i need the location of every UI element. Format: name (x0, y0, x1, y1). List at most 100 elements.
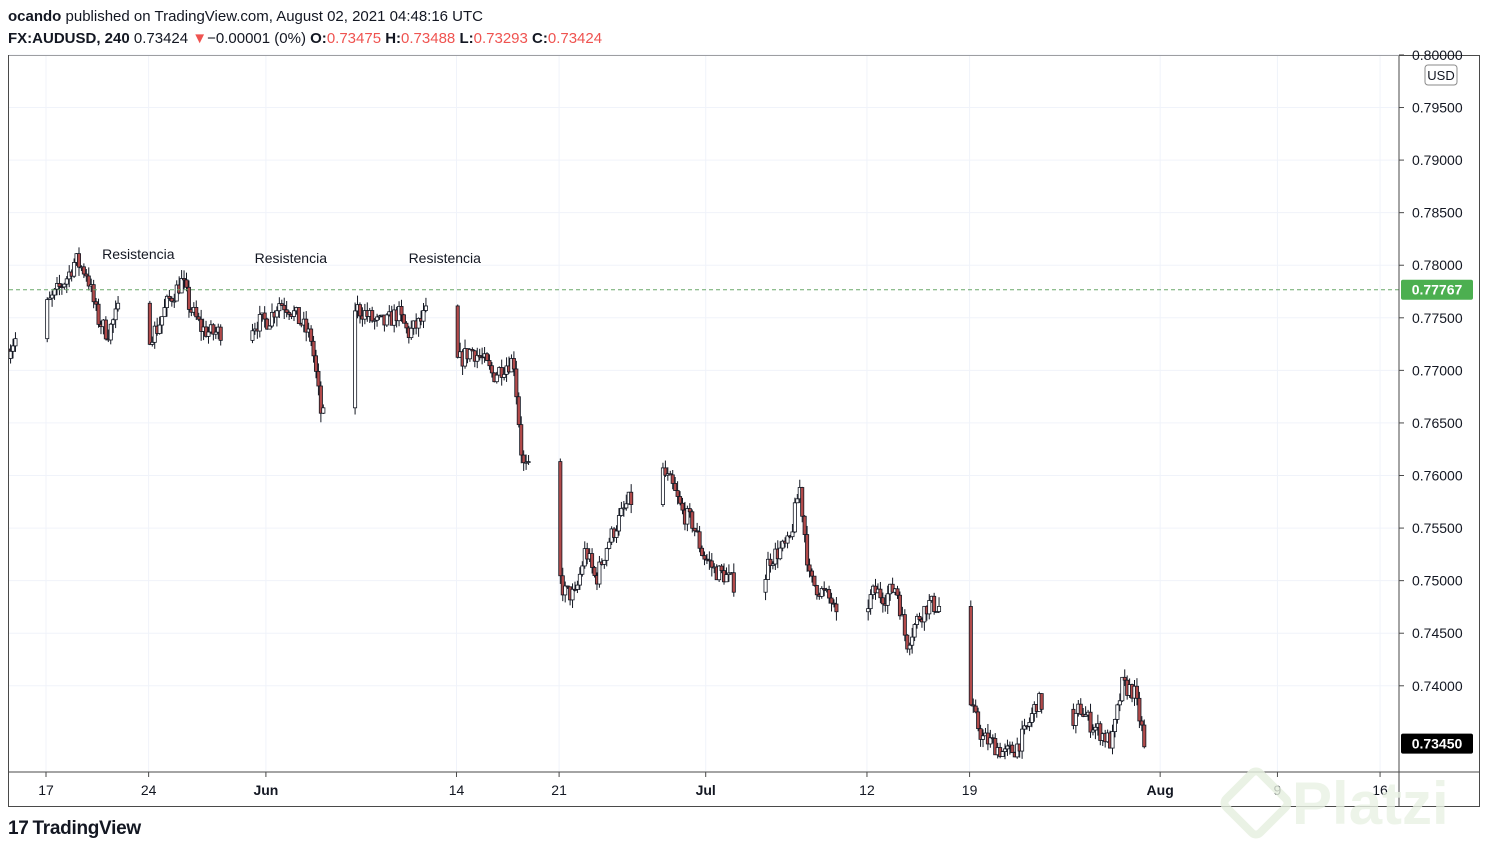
resistance-annotation[interactable]: Resistencia (102, 246, 175, 262)
candle-up (111, 319, 116, 325)
candle-down (519, 424, 524, 456)
candle-down (690, 511, 695, 529)
candle-down (218, 326, 223, 341)
candle-up (47, 297, 52, 300)
publish-line: ocando published on TradingView.com, Aug… (8, 6, 602, 28)
price-tick-label: 0.79000 (1412, 152, 1463, 168)
candle-up (291, 310, 296, 317)
candle-down (812, 575, 817, 586)
candle-up (575, 584, 580, 590)
candle-up (1003, 748, 1008, 752)
candle-up (1117, 700, 1122, 706)
price-axis[interactable]: 0.80000 0.79500 0.79000 0.78500 0.78000 0.775… (1398, 47, 1463, 806)
candle-up (981, 735, 986, 740)
time-tick-label: 19 (962, 782, 978, 798)
candle-up (108, 323, 113, 341)
currency-label-box (1424, 64, 1458, 86)
candle-up (526, 461, 531, 463)
candle-down (455, 305, 460, 358)
resistance-annotation[interactable]: Resistencia (255, 250, 328, 266)
candle-up (785, 535, 790, 544)
publisher-name[interactable]: ocando (8, 8, 62, 25)
candle-down (399, 306, 404, 316)
price-tick-label: 0.75500 (1412, 520, 1463, 536)
candle-down (902, 614, 907, 636)
candle-down (687, 508, 692, 513)
candle-up (934, 611, 939, 613)
candle-up (467, 349, 472, 360)
candle-down (487, 360, 492, 367)
candle-up (50, 294, 55, 299)
candle-up (616, 515, 621, 532)
current-price-label: 0.73450 (1412, 736, 1463, 752)
candle-up (1022, 725, 1027, 730)
candle-down (514, 368, 519, 398)
candle-up (580, 565, 585, 575)
candle-up (868, 594, 873, 610)
candle-up (164, 295, 169, 308)
resistance-annotation[interactable]: Resistencia (409, 250, 482, 266)
symbol-label[interactable]: FX:AUDUSD, 240 (8, 30, 130, 47)
close-label: C: (532, 30, 548, 47)
candle-down (489, 365, 494, 374)
candle-up (372, 319, 377, 322)
candle-up (577, 573, 582, 586)
candle-down (814, 585, 819, 596)
candle-down (370, 310, 375, 322)
candle-up (353, 310, 358, 409)
candle-down (1134, 685, 1139, 699)
candle-up (602, 559, 607, 565)
candle-down (809, 570, 814, 577)
chart-grid (9, 54, 1399, 772)
candle-up (494, 374, 499, 383)
candle-up (915, 615, 920, 625)
candle-up (604, 548, 609, 561)
candle-down (304, 318, 309, 333)
candle-down (590, 553, 595, 568)
candle-up (52, 288, 57, 296)
price-tick-label: 0.75000 (1412, 573, 1463, 589)
candle-up (270, 311, 275, 327)
time-tick-label: Jul (696, 782, 716, 798)
candle-up (421, 310, 426, 322)
candle-down (309, 328, 314, 342)
overlay-layer: 0.77767 0.73450 Resistencia Resistencia Resi… (9, 246, 1473, 754)
candle-up (179, 278, 184, 294)
candle-down (1142, 724, 1147, 748)
candle-down (629, 491, 634, 505)
candle-up (11, 345, 16, 352)
candle-down (196, 316, 201, 320)
close-value: 0.73424 (547, 30, 603, 47)
candle-up (9, 350, 13, 359)
candle-down (316, 370, 321, 387)
candle-down (880, 597, 885, 605)
candle-down (805, 534, 810, 566)
candle-up (375, 316, 380, 321)
chart-frame[interactable] (8, 55, 1480, 807)
candle-down (802, 515, 807, 535)
price-tick-label: 0.78000 (1412, 257, 1463, 273)
candle-down (169, 297, 174, 302)
candle-down (897, 594, 902, 617)
time-axis[interactable]: 17 24 Jun 14 21 Jul 12 19 Aug 9 16 (9, 771, 1480, 798)
candle-down (932, 595, 937, 613)
candle-up (250, 330, 255, 341)
candle-down (318, 385, 323, 414)
candle-up (937, 606, 942, 612)
candle-up (1112, 718, 1117, 732)
candle-up (1120, 676, 1125, 702)
tradingview-footer[interactable]: 17 TradingView (8, 818, 141, 840)
candle-down (663, 467, 668, 476)
candle-down (895, 588, 900, 596)
candle-up (157, 324, 162, 334)
time-tick-label: 17 (38, 782, 54, 798)
candle-up (206, 331, 211, 337)
candle-down (1137, 697, 1142, 722)
price-tick-label: 0.76500 (1412, 415, 1463, 431)
candle-up (819, 588, 824, 597)
candle-up (778, 547, 783, 560)
candle-down (878, 588, 883, 599)
candle-down (558, 461, 563, 577)
candle-down (834, 603, 839, 613)
